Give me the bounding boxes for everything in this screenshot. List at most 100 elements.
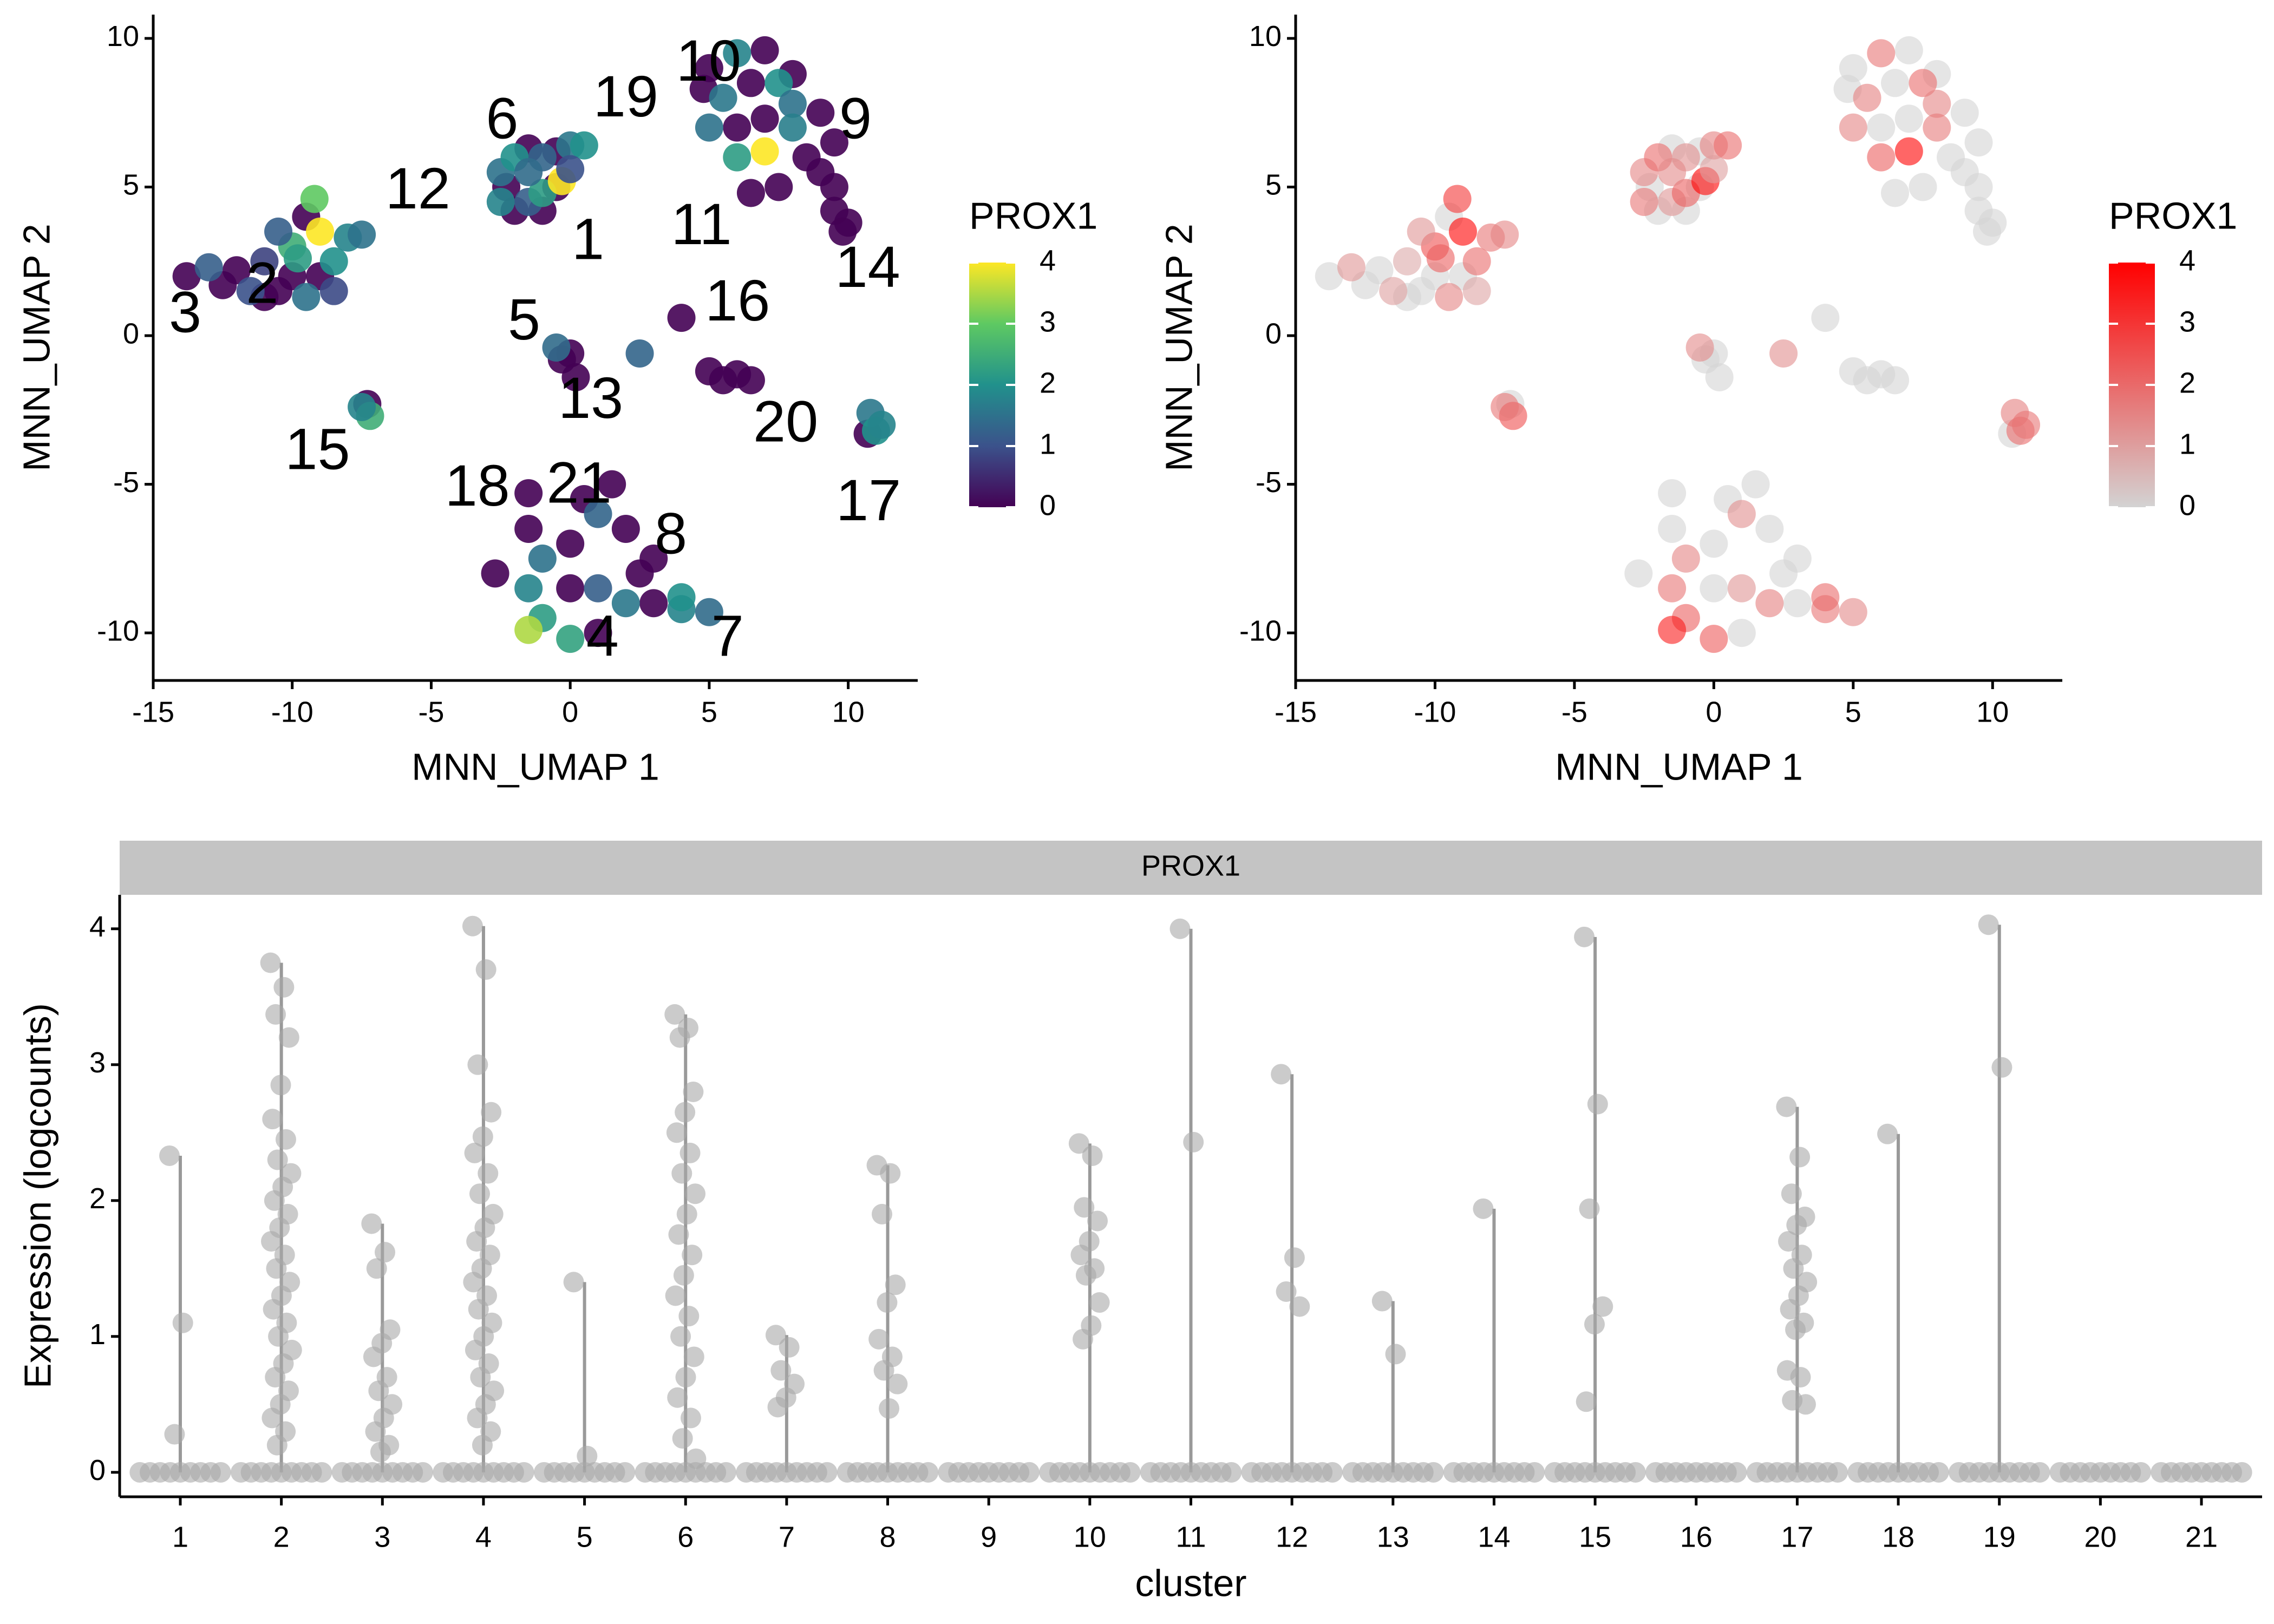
point xyxy=(467,1054,488,1075)
point xyxy=(816,1462,838,1483)
point xyxy=(1950,99,1979,127)
cluster-label: 16 xyxy=(705,267,770,333)
point xyxy=(867,410,896,439)
point xyxy=(475,959,496,980)
cluster-label: 1 xyxy=(572,206,604,271)
point xyxy=(292,283,321,311)
point xyxy=(1082,1145,1103,1166)
x-tick-label: -5 xyxy=(418,696,444,728)
point xyxy=(885,1274,906,1295)
point xyxy=(467,1407,488,1429)
cluster-label: 4 xyxy=(586,603,619,668)
point xyxy=(750,137,779,166)
x-tick-label: 0 xyxy=(562,696,578,728)
point xyxy=(695,598,723,626)
point xyxy=(1630,187,1658,216)
point xyxy=(736,366,765,395)
point xyxy=(1972,217,2001,246)
point xyxy=(1407,217,1435,246)
cluster-label: 19 xyxy=(593,63,658,129)
point xyxy=(1074,1197,1095,1218)
point xyxy=(1576,1391,1597,1412)
point xyxy=(563,1272,584,1293)
point xyxy=(1853,83,1881,112)
x-tick-label: 16 xyxy=(1680,1521,1713,1553)
point xyxy=(263,1299,284,1320)
point xyxy=(1685,333,1714,362)
point xyxy=(478,1163,499,1184)
point xyxy=(210,1462,231,1483)
point xyxy=(1894,36,1923,64)
x-axis-title: MNN_UMAP 1 xyxy=(1555,745,1803,788)
point xyxy=(709,83,737,112)
point xyxy=(1780,1299,1801,1320)
point xyxy=(462,915,483,937)
y-tick-label: 3 xyxy=(89,1046,106,1079)
point xyxy=(639,589,668,618)
point xyxy=(1322,1462,1343,1483)
point xyxy=(1923,113,1951,142)
point xyxy=(877,1292,898,1313)
point xyxy=(268,1326,289,1347)
point xyxy=(463,1272,484,1293)
point xyxy=(675,1367,696,1388)
x-tick-label: 10 xyxy=(1976,696,2009,728)
point xyxy=(1574,926,1595,947)
point xyxy=(871,1203,892,1224)
x-tick-label: 1 xyxy=(172,1521,188,1553)
point xyxy=(348,392,376,421)
point xyxy=(159,1145,180,1166)
x-tick-label: 10 xyxy=(1074,1521,1106,1553)
point xyxy=(1284,1247,1305,1268)
point xyxy=(1755,514,1784,543)
point xyxy=(668,1224,689,1245)
point xyxy=(1727,500,1756,528)
point xyxy=(670,1326,691,1347)
point xyxy=(1909,173,1937,201)
point xyxy=(577,1445,598,1466)
point xyxy=(1524,1462,1545,1483)
point xyxy=(556,625,585,653)
point xyxy=(723,113,752,142)
point xyxy=(412,1462,433,1483)
point xyxy=(1075,1265,1096,1286)
colorbar-label: 4 xyxy=(2179,244,2195,277)
point xyxy=(466,1231,487,1252)
point xyxy=(1786,1214,1807,1235)
point xyxy=(1700,155,1728,184)
strip xyxy=(120,841,2262,895)
point xyxy=(1991,1057,2012,1078)
legend-title: PROX1 xyxy=(969,194,1097,237)
point xyxy=(361,1213,382,1234)
point xyxy=(1183,1131,1204,1152)
point xyxy=(1385,1344,1406,1365)
x-tick-label: 17 xyxy=(1781,1521,1813,1553)
point xyxy=(764,69,793,97)
point xyxy=(2029,1462,2050,1483)
x-tick-label: 6 xyxy=(677,1521,694,1553)
x-tick-label: 5 xyxy=(1845,696,1861,728)
point xyxy=(1462,247,1491,276)
point xyxy=(514,615,543,644)
x-tick-label: 15 xyxy=(1579,1521,1611,1553)
y-tick-label: 0 xyxy=(1265,317,1282,350)
cluster-label: 6 xyxy=(486,85,518,150)
point xyxy=(472,1126,493,1147)
point xyxy=(1909,69,1937,97)
y-tick-label: -5 xyxy=(1256,466,1282,499)
point xyxy=(366,1258,387,1279)
point xyxy=(250,247,279,276)
point xyxy=(1426,244,1455,273)
cluster-label: 8 xyxy=(655,501,687,566)
point xyxy=(665,1285,686,1306)
point xyxy=(1705,363,1734,391)
point xyxy=(1964,128,1993,157)
cluster-label: 15 xyxy=(285,416,350,482)
point xyxy=(1221,1462,1242,1483)
point xyxy=(664,1004,685,1025)
x-tick-label: 5 xyxy=(701,696,717,728)
point xyxy=(918,1462,939,1483)
point xyxy=(723,39,752,68)
